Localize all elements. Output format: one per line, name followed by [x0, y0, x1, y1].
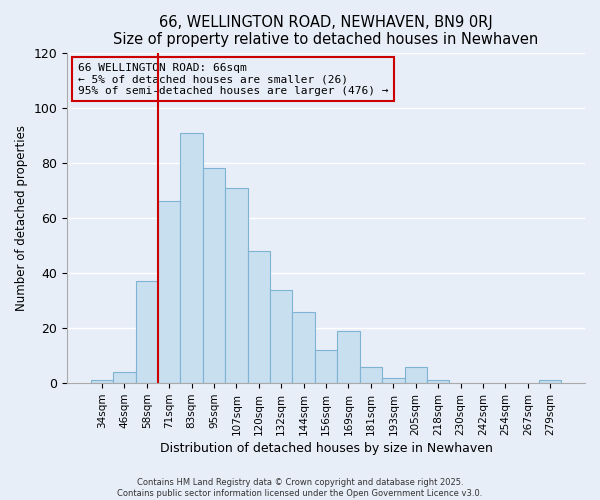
X-axis label: Distribution of detached houses by size in Newhaven: Distribution of detached houses by size … — [160, 442, 493, 455]
Bar — [136, 282, 158, 383]
Bar — [113, 372, 136, 383]
Title: 66, WELLINGTON ROAD, NEWHAVEN, BN9 0RJ
Size of property relative to detached hou: 66, WELLINGTON ROAD, NEWHAVEN, BN9 0RJ S… — [113, 15, 539, 48]
Bar — [427, 380, 449, 383]
Text: Contains HM Land Registry data © Crown copyright and database right 2025.
Contai: Contains HM Land Registry data © Crown c… — [118, 478, 482, 498]
Bar — [404, 366, 427, 383]
Bar — [181, 132, 203, 383]
Bar — [248, 251, 270, 383]
Bar — [539, 380, 562, 383]
Bar — [292, 312, 315, 383]
Y-axis label: Number of detached properties: Number of detached properties — [15, 125, 28, 311]
Text: 66 WELLINGTON ROAD: 66sqm
← 5% of detached houses are smaller (26)
95% of semi-d: 66 WELLINGTON ROAD: 66sqm ← 5% of detach… — [77, 62, 388, 96]
Bar — [360, 366, 382, 383]
Bar — [382, 378, 404, 383]
Bar — [158, 202, 181, 383]
Bar — [225, 188, 248, 383]
Bar — [203, 168, 225, 383]
Bar — [91, 380, 113, 383]
Bar — [315, 350, 337, 383]
Bar — [337, 331, 360, 383]
Bar — [270, 290, 292, 383]
